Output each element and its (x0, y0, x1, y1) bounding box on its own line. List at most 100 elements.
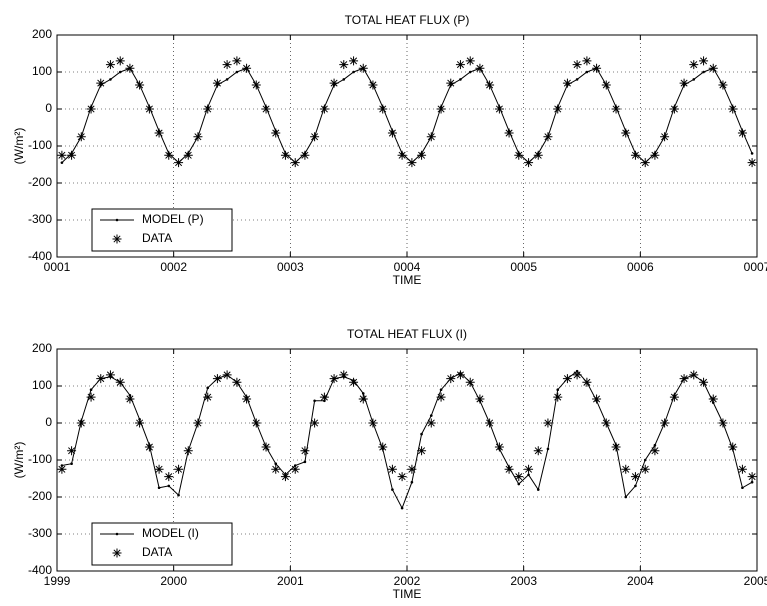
data-star (397, 150, 407, 160)
model-point (89, 388, 93, 392)
data-star (105, 370, 115, 380)
data-star (718, 80, 728, 90)
data-star (135, 418, 145, 428)
data-star (543, 418, 553, 428)
data-star (203, 104, 213, 114)
y-tick-label: -300 (28, 212, 52, 226)
data-star (524, 464, 534, 474)
data-star (504, 464, 514, 474)
data-star (436, 392, 446, 402)
model-line (61, 370, 753, 510)
data-star (640, 464, 650, 474)
x-tick-label: 2002 (394, 574, 421, 588)
model-point (517, 482, 521, 486)
data-star (183, 150, 193, 160)
data-star (514, 472, 524, 482)
y-tick-label: 100 (32, 64, 52, 78)
data-star (125, 394, 135, 404)
data-star (514, 150, 524, 160)
model-point (634, 484, 637, 488)
data-star (446, 78, 456, 88)
model-point (653, 443, 657, 447)
subplot: -400 -300 -200 -100 0 100 200 1999 2000 2001 2002 2… (12, 327, 767, 601)
data-star (543, 132, 553, 142)
x-tick-label: 0001 (44, 260, 71, 274)
data-star (76, 132, 86, 142)
data-star (251, 80, 261, 90)
data-star (290, 464, 300, 474)
data-star (601, 80, 611, 90)
legend-dot (115, 218, 119, 222)
data-star (280, 150, 290, 160)
data-star (562, 374, 572, 384)
data-star (193, 418, 203, 428)
model-point (546, 447, 550, 451)
data-star (417, 150, 427, 160)
model-point (157, 486, 161, 490)
data-star (222, 370, 232, 380)
data-star (86, 392, 96, 402)
chart-title: TOTAL HEAT FLUX (P) (345, 13, 470, 27)
legend-box (91, 522, 233, 566)
data-star (455, 370, 465, 380)
data-star (57, 150, 67, 160)
data-star (689, 370, 699, 380)
data-star (319, 392, 329, 402)
data-star (212, 374, 222, 384)
data-star (271, 464, 281, 474)
data-star (455, 60, 465, 70)
model-point (342, 78, 346, 81)
data-star (378, 104, 388, 114)
data-star (164, 472, 174, 482)
x-tick-label: 0003 (277, 260, 304, 274)
model-point (235, 70, 239, 74)
model-point (70, 462, 73, 466)
model-point (468, 70, 472, 74)
data-star (203, 392, 213, 402)
data-star (592, 63, 602, 73)
data-star (300, 150, 310, 160)
data-star (280, 472, 290, 482)
model-point (313, 399, 316, 403)
data-star (728, 442, 738, 452)
data-star (67, 446, 77, 456)
model-point (750, 480, 754, 484)
data-star (582, 377, 592, 387)
x-axis-label: TIME (393, 587, 422, 601)
data-star (407, 158, 417, 168)
model-point (536, 488, 540, 491)
data-star (621, 464, 631, 474)
model-point (410, 480, 414, 484)
data-star (144, 442, 154, 452)
model-point (118, 70, 122, 74)
data-star (174, 158, 184, 168)
x-tick-label: 0005 (510, 260, 537, 274)
data-star (261, 442, 271, 452)
model-point (391, 488, 394, 491)
data-star (533, 150, 543, 160)
data-star (494, 104, 504, 114)
y-tick-label: -400 (28, 249, 52, 263)
data-star (115, 377, 125, 387)
y-tick-label: -100 (28, 452, 52, 466)
data-star (679, 78, 689, 88)
data-star (592, 394, 602, 404)
data-star (621, 128, 631, 138)
data-star (582, 56, 592, 66)
data-star (660, 418, 670, 428)
y-axis-label: (W/m²) (12, 442, 26, 479)
data-star (300, 446, 310, 456)
data-star (222, 60, 232, 70)
data-star (611, 104, 621, 114)
model-point (692, 78, 696, 81)
model-point (352, 70, 355, 74)
model-point (167, 484, 171, 488)
model-point (556, 388, 560, 392)
y-tick-label: -200 (28, 175, 52, 189)
legend-box (91, 208, 233, 252)
data-star (212, 78, 222, 88)
data-star (650, 150, 660, 160)
data-star (426, 132, 436, 142)
legend-label: MODEL (I) (142, 526, 199, 540)
data-star (426, 418, 436, 428)
